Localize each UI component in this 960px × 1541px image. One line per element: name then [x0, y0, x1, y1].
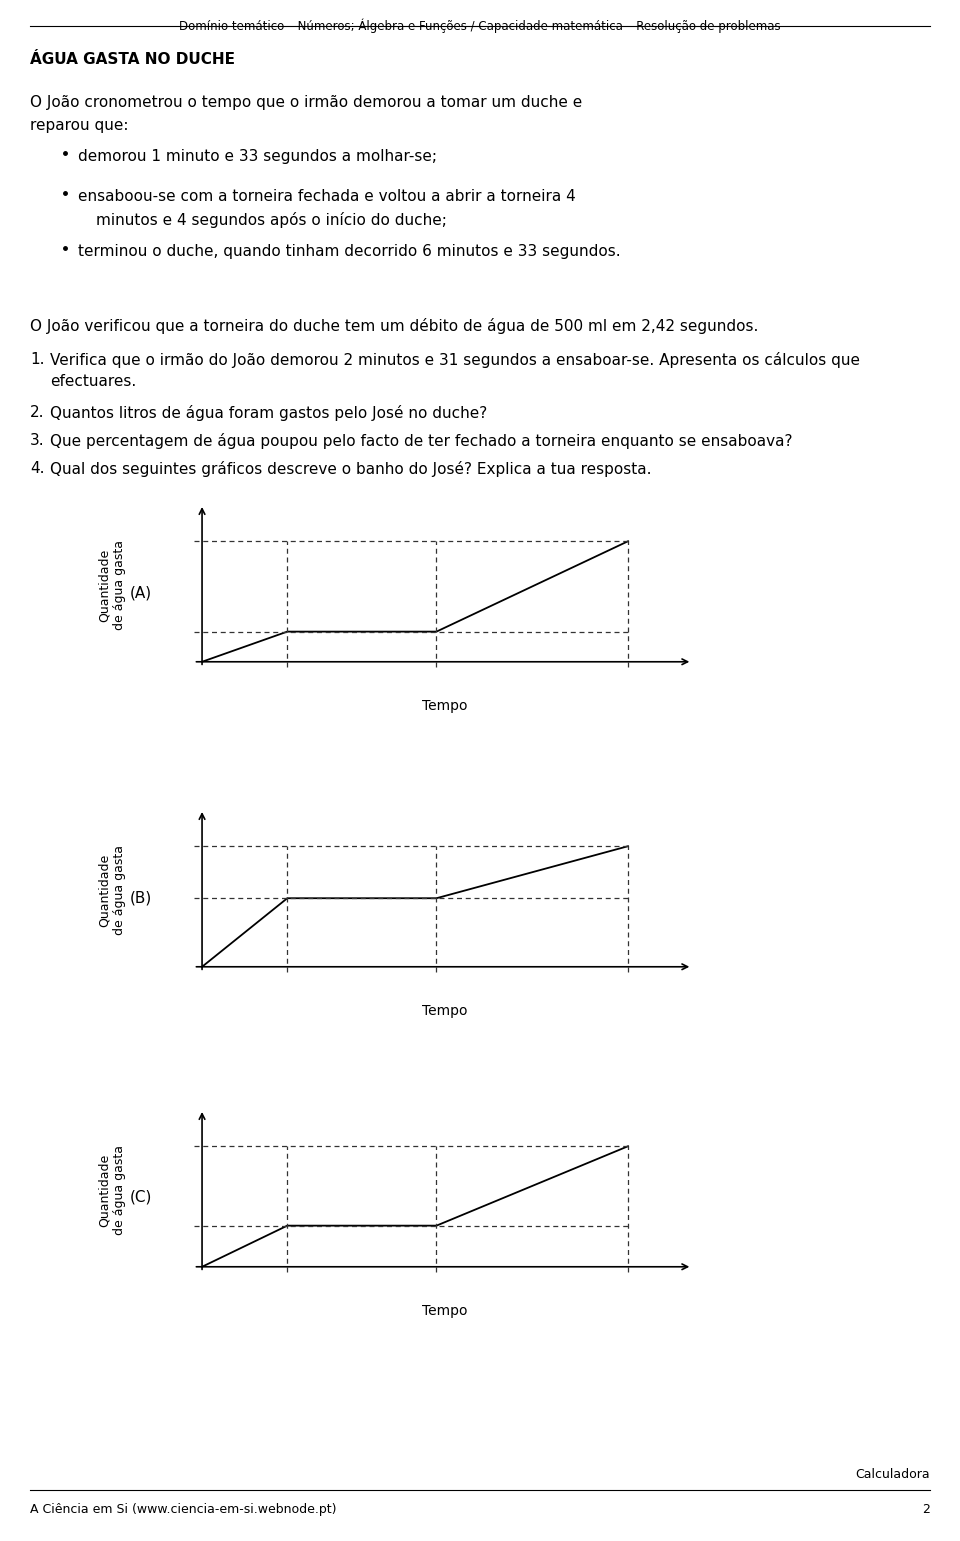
Text: ensaboou-se com a torneira fechada e voltou a abrir a torneira 4: ensaboou-se com a torneira fechada e vol…: [78, 190, 576, 203]
Text: Quantidade
de água gasta: Quantidade de água gasta: [98, 1145, 126, 1234]
Text: Tempo: Tempo: [422, 1304, 468, 1318]
Text: (B): (B): [130, 891, 153, 905]
Text: Quantidade
de água gasta: Quantidade de água gasta: [98, 844, 126, 935]
Text: Quantos litros de água foram gastos pelo José no duche?: Quantos litros de água foram gastos pelo…: [50, 405, 488, 421]
Text: demorou 1 minuto e 33 segundos a molhar-se;: demorou 1 minuto e 33 segundos a molhar-…: [78, 149, 437, 163]
Text: O João verificou que a torneira do duche tem um débito de água de 500 ml em 2,42: O João verificou que a torneira do duche…: [30, 317, 758, 334]
Text: O João cronometrou o tempo que o irmão demorou a tomar um duche e: O João cronometrou o tempo que o irmão d…: [30, 96, 583, 109]
Text: minutos e 4 segundos após o início do duche;: minutos e 4 segundos após o início do du…: [96, 213, 446, 228]
Text: ÁGUA GASTA NO DUCHE: ÁGUA GASTA NO DUCHE: [30, 52, 235, 66]
Text: Tempo: Tempo: [422, 1003, 468, 1019]
Text: 2.: 2.: [30, 405, 44, 421]
Text: Qual dos seguintes gráficos descreve o banho do José? Explica a tua resposta.: Qual dos seguintes gráficos descreve o b…: [50, 461, 652, 478]
Text: Quantidade
de água gasta: Quantidade de água gasta: [98, 539, 126, 630]
Text: (A): (A): [130, 586, 152, 599]
Text: 3.: 3.: [30, 433, 44, 448]
Text: 4.: 4.: [30, 461, 44, 476]
Text: (C): (C): [130, 1190, 153, 1205]
Text: reparou que:: reparou que:: [30, 119, 129, 133]
Text: Tempo: Tempo: [422, 700, 468, 713]
Text: Que percentagem de água poupou pelo facto de ter fechado a torneira enquanto se : Que percentagem de água poupou pelo fact…: [50, 433, 793, 448]
Text: Verifica que o irmão do João demorou 2 minutos e 31 segundos a ensaboar-se. Apre: Verifica que o irmão do João demorou 2 m…: [50, 351, 860, 368]
Text: Calculadora: Calculadora: [855, 1469, 930, 1481]
Text: Domínio temático – Números; Álgebra e Funções / Capacidade matemática – Resoluçã: Domínio temático – Números; Álgebra e Fu…: [180, 18, 780, 32]
Text: 2: 2: [923, 1502, 930, 1516]
Text: terminou o duche, quando tinham decorrido 6 minutos e 33 segundos.: terminou o duche, quando tinham decorrid…: [78, 243, 620, 259]
Text: 1.: 1.: [30, 351, 44, 367]
Text: A Ciência em Si (www.ciencia-em-si.webnode.pt): A Ciência em Si (www.ciencia-em-si.webno…: [30, 1502, 337, 1516]
Text: efectuares.: efectuares.: [50, 374, 136, 388]
